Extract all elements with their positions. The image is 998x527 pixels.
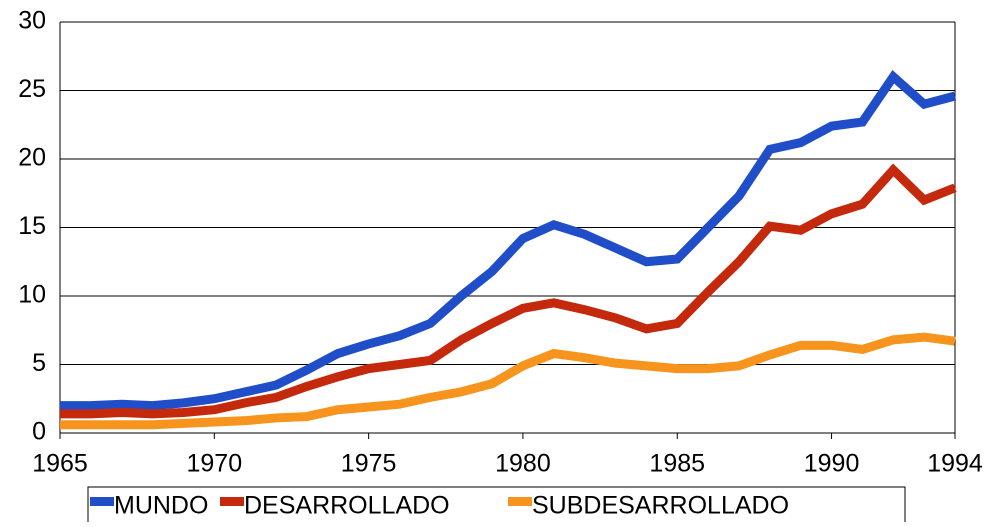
y-tick-label: 25 xyxy=(18,75,46,103)
legend-swatch xyxy=(220,497,244,506)
x-tick-label: 1985 xyxy=(649,450,705,478)
y-tick-label: 20 xyxy=(18,144,46,172)
legend-swatch xyxy=(508,497,532,506)
legend-label: DESARROLLADO xyxy=(244,492,450,520)
x-tick-label: 1965 xyxy=(32,450,88,478)
line-series xyxy=(60,163,957,419)
y-tick-label: 15 xyxy=(18,212,46,240)
line-series xyxy=(60,70,957,411)
x-tick-label: 1970 xyxy=(186,450,242,478)
x-tick-label: 1980 xyxy=(495,450,551,478)
x-tick-label: 1994 xyxy=(927,450,983,478)
legend-label: SUBDESARROLLADO xyxy=(532,492,789,520)
x-tick-label: 1975 xyxy=(341,450,397,478)
line-series xyxy=(60,332,956,430)
y-tick-label: 5 xyxy=(32,349,46,377)
legend-box xyxy=(87,486,906,527)
legend-label: MUNDO xyxy=(114,492,208,520)
y-tick-label: 0 xyxy=(32,418,46,446)
y-tick-label: 30 xyxy=(18,7,46,35)
y-tick-label: 10 xyxy=(18,281,46,309)
x-tick-label: 1990 xyxy=(804,450,860,478)
legend-swatch xyxy=(90,497,114,506)
